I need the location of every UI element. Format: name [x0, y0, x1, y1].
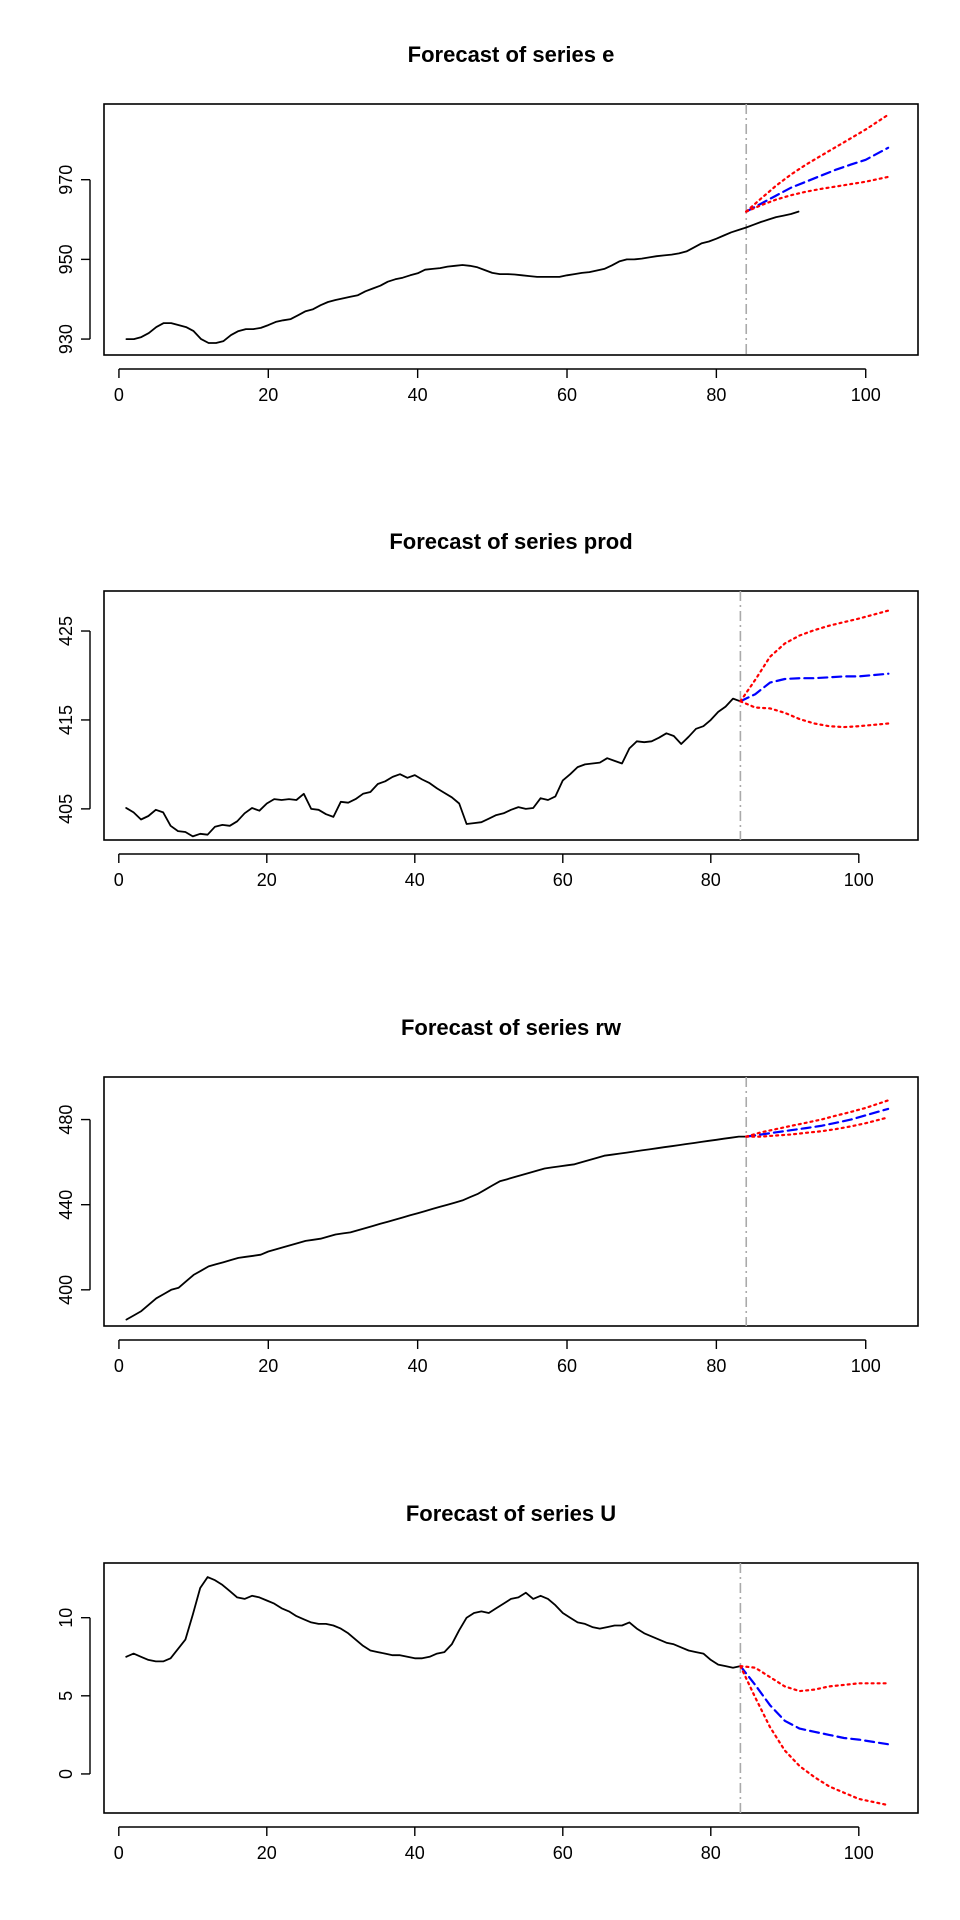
lower-interval-line [745, 175, 890, 213]
y-tick-label: 930 [56, 324, 76, 354]
forecast-line [739, 1664, 890, 1746]
x-tick-label: 80 [701, 1843, 721, 1863]
upper-interval-line [739, 609, 890, 703]
upper-interval-line [739, 1664, 890, 1693]
x-tick-label: 0 [114, 1356, 124, 1376]
y-tick-label: 10 [56, 1608, 76, 1628]
x-tick-label: 100 [844, 870, 874, 890]
observed-series-line [125, 1576, 742, 1669]
x-tick-label: 20 [257, 1843, 277, 1863]
y-tick-label: 480 [56, 1105, 76, 1135]
forecast-line [739, 672, 890, 703]
x-tick-label: 40 [408, 385, 428, 405]
x-tick-label: 20 [257, 870, 277, 890]
plot-frame [103, 1076, 919, 1327]
x-tick-label: 0 [114, 385, 124, 405]
y-tick-label: 0 [56, 1769, 76, 1779]
forecast-line [745, 146, 890, 213]
y-tick-label: 950 [56, 244, 76, 274]
x-tick-label: 0 [114, 870, 124, 890]
x-tick-label: 40 [405, 870, 425, 890]
chart-title: Forecast of series rw [401, 1015, 622, 1040]
upper-interval-line [745, 113, 890, 213]
x-tick-label: 80 [706, 385, 726, 405]
y-tick-label: 405 [56, 794, 76, 824]
chart-panel-2: Forecast of series prod 0 20 40 60 80 100 405 41… [56, 529, 919, 890]
y-tick-label: 415 [56, 705, 76, 735]
forecast-line [745, 1107, 890, 1138]
lower-interval-line [745, 1116, 890, 1138]
x-tick-label: 20 [258, 385, 278, 405]
x-tick-label: 80 [706, 1356, 726, 1376]
observed-series-line [125, 1135, 748, 1321]
chart-panel-1: Forecast of series e 0 20 40 60 80 100 930 950 97… [56, 42, 919, 405]
y-tick-label: 425 [56, 616, 76, 646]
lower-interval-line [739, 1664, 890, 1807]
observed-series-line [125, 697, 742, 838]
plot-frame [103, 590, 919, 841]
observed-series-line [125, 210, 800, 344]
chart-title: Forecast of series U [406, 1501, 616, 1526]
lower-interval-line [739, 700, 890, 729]
x-tick-label: 100 [851, 385, 881, 405]
x-tick-label: 60 [557, 1356, 577, 1376]
x-tick-label: 60 [553, 1843, 573, 1863]
chart-title: Forecast of series prod [389, 529, 632, 554]
x-tick-label: 80 [701, 870, 721, 890]
x-tick-label: 20 [258, 1356, 278, 1376]
x-tick-label: 100 [844, 1843, 874, 1863]
upper-interval-line [745, 1099, 890, 1138]
chart-title: Forecast of series e [408, 42, 615, 67]
x-tick-label: 40 [408, 1356, 428, 1376]
chart-panel-4: Forecast of series U 0 20 40 60 80 100 0 5 10 [56, 1501, 919, 1863]
chart-panel-3: Forecast of series rw 0 20 40 60 80 100 400 440 4… [56, 1015, 919, 1376]
y-tick-label: 440 [56, 1190, 76, 1220]
x-tick-label: 0 [114, 1843, 124, 1863]
x-tick-label: 40 [405, 1843, 425, 1863]
y-tick-label: 400 [56, 1275, 76, 1305]
x-tick-label: 100 [851, 1356, 881, 1376]
x-tick-label: 60 [557, 385, 577, 405]
y-tick-label: 5 [56, 1691, 76, 1701]
plot-frame [103, 103, 919, 356]
x-tick-label: 60 [553, 870, 573, 890]
y-tick-label: 970 [56, 165, 76, 195]
plot-frame [103, 1562, 919, 1814]
